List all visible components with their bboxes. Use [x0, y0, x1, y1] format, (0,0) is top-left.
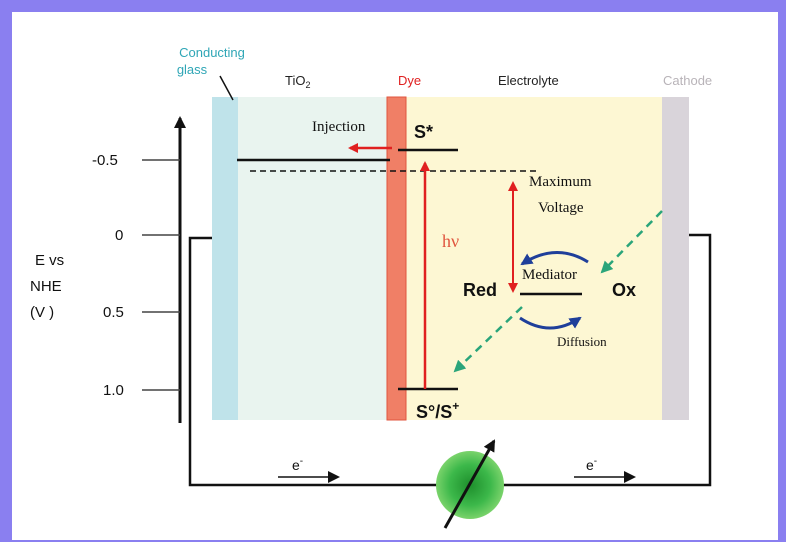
electron-label-right: e-	[586, 456, 597, 473]
cathode-reduction-path	[600, 210, 663, 274]
tio2-region	[238, 97, 388, 420]
tick-label-0: 0	[115, 227, 123, 244]
conducting-glass-pointer	[219, 75, 234, 101]
dye-region	[386, 96, 407, 421]
axis-title-line1: E vs	[35, 252, 64, 269]
conducting-glass-label-line1: Conducting	[179, 45, 245, 60]
tio2-label: TiO2	[285, 73, 310, 90]
mediator-label: Mediator	[522, 267, 577, 283]
cathode-region	[662, 97, 689, 420]
cathode-label: Cathode	[663, 73, 712, 88]
conducting-glass-label-line2: glass	[177, 62, 208, 77]
oxidation-arrow	[520, 251, 589, 266]
diffusion-label: Diffusion	[557, 334, 607, 349]
ox-label: Ox	[612, 280, 636, 300]
dye-regeneration-path	[453, 306, 523, 373]
circuit-wire-right	[503, 233, 712, 487]
maximum-label: Maximum	[529, 174, 592, 190]
excited-state-label: S*	[414, 122, 433, 142]
tick-label-05: 0.5	[103, 304, 124, 321]
axis-title-line3: (V )	[30, 304, 54, 321]
voltage-label: Voltage	[538, 200, 584, 216]
electrolyte-label: Electrolyte	[498, 73, 559, 88]
circuit-wire-left	[188, 236, 437, 487]
tick-label-neg05: -0.5	[92, 152, 118, 169]
load-adjust-arrow	[443, 439, 496, 529]
diffusion-arrow	[519, 316, 582, 330]
tick-label-10: 1.0	[103, 382, 124, 399]
hv-label: hν	[442, 231, 459, 251]
injection-label: Injection	[312, 119, 366, 135]
ground-state-label: S°/S+	[416, 399, 459, 422]
conducting-glass-region	[212, 97, 238, 420]
axis-title-line2: NHE	[30, 278, 62, 295]
dye-label: Dye	[398, 73, 421, 88]
red-label: Red	[463, 280, 497, 300]
electron-label-left: e-	[292, 456, 303, 473]
